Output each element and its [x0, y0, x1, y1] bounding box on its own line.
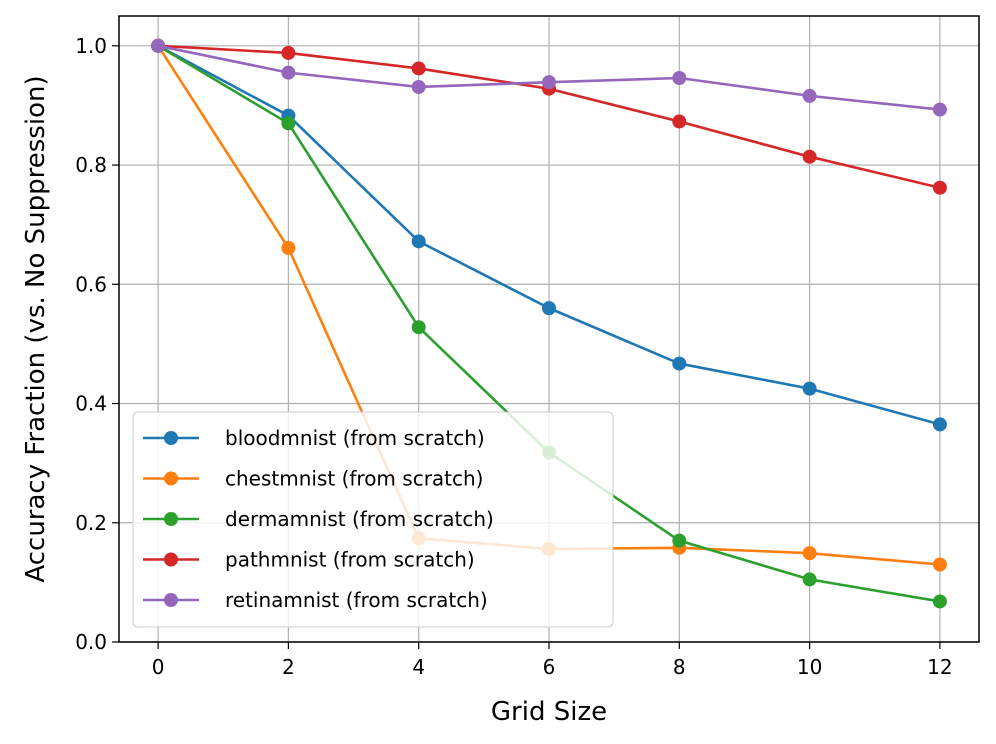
x-tick-label: 12: [927, 655, 952, 679]
data-point: [672, 357, 686, 371]
legend-label: bloodmnist (from scratch): [225, 426, 485, 450]
y-axis-label: Accuracy Fraction (vs. No Suppression): [21, 75, 51, 582]
legend-label: chestmnist (from scratch): [225, 467, 484, 491]
legend-label: retinamnist (from scratch): [225, 588, 488, 612]
legend-marker: [164, 431, 178, 445]
legend-marker: [164, 472, 178, 486]
legend-marker: [164, 512, 178, 526]
x-tick-label: 10: [797, 655, 822, 679]
data-point: [803, 382, 817, 396]
data-point: [281, 241, 295, 255]
legend-label: dermamnist (from scratch): [225, 507, 494, 531]
data-point: [412, 80, 426, 94]
data-point: [281, 116, 295, 130]
data-point: [933, 181, 947, 195]
data-point: [803, 150, 817, 164]
legend: bloodmnist (from scratch) chestmnist (fro…: [133, 412, 613, 627]
data-point: [933, 417, 947, 431]
x-tick-label: 4: [412, 655, 425, 679]
data-point: [542, 301, 556, 315]
data-point: [151, 39, 165, 53]
data-point: [803, 572, 817, 586]
data-point: [933, 557, 947, 571]
data-point: [412, 234, 426, 248]
legend-marker: [164, 553, 178, 567]
data-point: [281, 66, 295, 80]
data-point: [803, 546, 817, 560]
y-tick-label: 1.0: [75, 34, 107, 58]
data-point: [933, 594, 947, 608]
data-point: [803, 89, 817, 103]
data-point: [412, 320, 426, 334]
data-point: [672, 534, 686, 548]
data-point: [672, 71, 686, 85]
y-tick-label: 0.4: [75, 392, 107, 416]
x-tick-label: 8: [673, 655, 686, 679]
x-tick-label: 0: [152, 655, 165, 679]
y-tick-label: 0.6: [75, 272, 107, 296]
y-tick-label: 0.8: [75, 153, 107, 177]
x-tick-label: 2: [282, 655, 295, 679]
data-point: [672, 115, 686, 129]
data-point: [933, 103, 947, 117]
legend-marker: [164, 593, 178, 607]
x-tick-label: 6: [543, 655, 556, 679]
line-chart: 0 2 4 6 8 10 12 0.0 0.2 0.4 0.6 0.8 1.0 Grid Size Ac…: [0, 0, 996, 744]
data-point: [281, 46, 295, 60]
data-point: [542, 75, 556, 89]
x-axis-label: Grid Size: [491, 697, 607, 727]
y-tick-label: 0.0: [75, 630, 107, 654]
y-tick-label: 0.2: [75, 511, 107, 535]
data-point: [412, 61, 426, 75]
legend-label: pathmnist (from scratch): [225, 548, 475, 572]
